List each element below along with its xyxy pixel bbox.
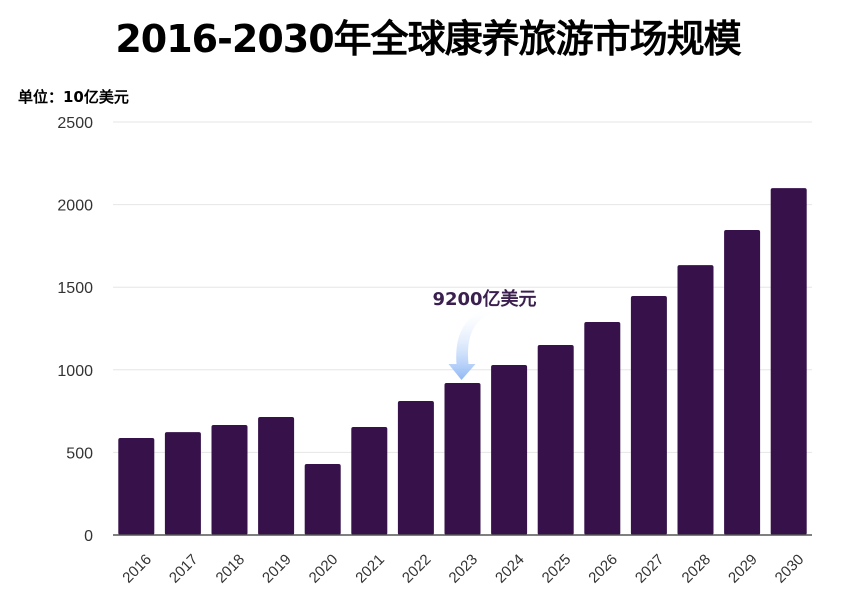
y-tick-label: 500 [66,445,93,462]
bar-2022 [397,401,434,535]
bar-2024 [491,365,528,535]
x-tick-label: 2023 [446,551,482,587]
bar-2025 [537,345,574,535]
annotation-text: 9200亿美元 [432,288,536,310]
bar-2020 [304,463,341,535]
y-axis-ticks: 0 500 1000 1500 2000 2500 [57,115,93,545]
bar-2030 [770,188,807,535]
bar-2026 [584,322,621,535]
x-tick-label: 2025 [539,551,575,587]
x-tick-label: 2022 [399,551,435,587]
x-tick-label: 2027 [632,551,668,587]
chart-title: 2016-2030年全球康养旅游市场规模 [115,17,741,61]
bar-2021 [351,426,388,535]
x-tick-label: 2018 [213,551,249,587]
bar-2028 [677,265,714,535]
x-tick-label: 2026 [585,551,621,587]
bar-2019 [258,417,295,535]
bar-2018 [211,424,248,535]
y-tick-label: 2500 [57,115,93,132]
bar-2016 [118,438,155,535]
bar-2027 [630,295,667,535]
annotation-arrow-icon [448,310,493,381]
unit-label: 单位：10亿美元 [18,88,129,106]
bar-2023 [444,383,481,535]
bar-2029 [724,230,761,535]
x-tick-label: 2021 [352,551,388,587]
x-axis-ticks: 2016 2017 2018 2019 2020 2021 2022 2023 2024 2025… [119,551,807,587]
y-tick-label: 0 [84,528,93,545]
annotation: 9200亿美元 [432,288,537,381]
y-tick-label: 1500 [57,280,93,297]
y-tick-label: 2000 [57,198,93,215]
x-tick-label: 2024 [492,551,528,587]
x-tick-label: 2029 [725,551,761,587]
x-tick-label: 2016 [119,551,155,587]
y-tick-label: 1000 [57,363,93,380]
bar-2017 [164,432,201,535]
x-tick-label: 2019 [259,551,295,587]
x-tick-label: 2017 [166,551,202,587]
x-tick-label: 2030 [772,551,808,587]
x-tick-label: 2020 [306,551,342,587]
x-tick-label: 2028 [679,551,715,587]
bars [118,188,807,535]
